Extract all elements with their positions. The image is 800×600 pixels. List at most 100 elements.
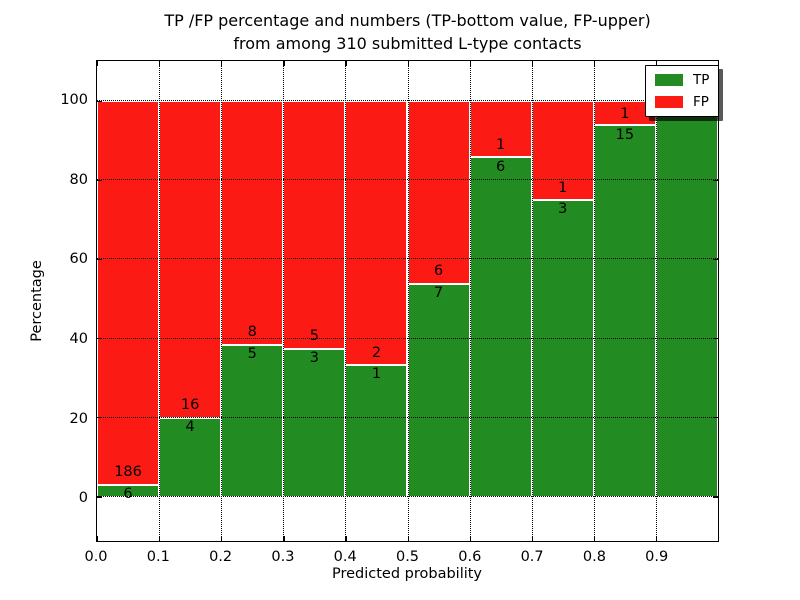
chart-title-line1: TP /FP percentage and numbers (TP-bottom… <box>164 11 651 30</box>
y-tick-mark <box>97 337 102 340</box>
y-tick-mark <box>97 179 102 181</box>
y-axis-label: Percentage <box>29 260 45 342</box>
bar-segment-fp <box>97 100 160 485</box>
bar-label-tp: 4 <box>185 419 195 436</box>
bar-segment-tp <box>531 199 594 498</box>
legend-item-fp: FP <box>655 95 709 109</box>
bar-segment-tp <box>221 344 284 498</box>
bar-label-tp: 3 <box>309 349 319 366</box>
bar-segment-tp <box>283 348 346 498</box>
x-tick-mark <box>345 61 347 66</box>
x-tick-label: 0.8 <box>582 549 606 565</box>
x-axis-label: Predicted probability <box>331 566 483 582</box>
x-tick-mark <box>97 61 99 66</box>
x-tick-label: 0.7 <box>520 549 544 565</box>
y-tick-label: 100 <box>60 91 88 108</box>
gridline-vertical <box>159 61 161 541</box>
bar-segment-fp <box>469 100 532 158</box>
x-tick-label: 0.9 <box>645 549 669 565</box>
gridline-vertical <box>345 61 347 541</box>
bar-label-fp: 2 <box>371 344 382 361</box>
bar-label-fp: 6 <box>433 263 444 280</box>
bar-segment-fp <box>531 100 594 200</box>
gridline-vertical <box>593 61 595 541</box>
x-tick-mark <box>159 61 161 66</box>
bar-label-fp: 5 <box>309 328 319 345</box>
gridline-vertical <box>407 61 409 541</box>
bar-label-tp: 15 <box>615 127 635 144</box>
x-tick-mark <box>407 61 409 66</box>
x-tick-label: 0.5 <box>395 549 420 565</box>
legend-swatch-fp <box>655 96 683 108</box>
y-tick-mark <box>97 496 102 498</box>
legend-swatch-tp <box>655 74 683 86</box>
bar-segment-tp <box>593 125 656 498</box>
chart-title: TP /FP percentage and numbers (TP-bottom… <box>96 9 719 55</box>
bar-label-fp: 186 <box>114 464 142 481</box>
bar-label-tp: 5 <box>247 346 257 363</box>
x-tick-mark <box>221 536 223 541</box>
gridline-vertical <box>283 61 285 541</box>
x-tick-label: 0.1 <box>146 549 170 565</box>
bar-label-tp: 7 <box>433 285 444 302</box>
x-tick-mark <box>531 536 533 541</box>
x-tick-mark <box>469 61 471 66</box>
legend-item-tp: TP <box>655 73 709 87</box>
gridline-vertical <box>469 61 471 541</box>
x-tick-mark <box>593 536 596 541</box>
y-tick-label: 80 <box>69 171 88 188</box>
x-tick-mark <box>718 536 720 541</box>
x-tick-mark <box>407 536 409 541</box>
bar-segment-fp <box>345 100 408 366</box>
bar-label-tp: 6 <box>496 159 506 176</box>
bar-label-fp: 1 <box>558 179 568 196</box>
bar-segment-fp <box>407 100 470 284</box>
x-tick-label: 0.4 <box>333 549 357 565</box>
y-tick-label: 60 <box>69 251 88 268</box>
gridline-vertical <box>531 61 533 541</box>
x-tick-label: 0.3 <box>271 549 295 565</box>
legend-label: TP <box>693 72 710 88</box>
y-tick-mark <box>97 417 102 419</box>
x-tick-mark <box>718 61 720 66</box>
bar-segment-tp <box>655 100 718 498</box>
y-tick-label: 20 <box>69 410 88 427</box>
x-tick-mark <box>531 61 533 66</box>
y-tick-mark <box>713 258 718 261</box>
bar-label-fp: 1 <box>620 105 630 122</box>
gridline-vertical <box>221 61 223 541</box>
x-tick-mark <box>469 536 471 541</box>
bar-label-tp: 3 <box>558 201 568 218</box>
bar-segment-fp <box>159 100 222 419</box>
x-tick-mark <box>345 536 347 541</box>
x-tick-label: 0.6 <box>458 549 482 565</box>
bar-label-fp: 16 <box>180 397 200 414</box>
y-tick-mark <box>713 179 718 181</box>
bar-label-fp: 8 <box>247 324 257 341</box>
x-tick-mark <box>655 536 658 541</box>
x-tick-mark <box>221 61 223 66</box>
y-tick-mark <box>713 496 718 498</box>
x-tick-label: 0.2 <box>209 549 233 565</box>
y-tick-label: 0 <box>78 490 88 507</box>
y-tick-mark <box>713 417 718 419</box>
y-tick-mark <box>97 258 102 261</box>
legend-label: FP <box>693 94 709 110</box>
x-tick-mark <box>97 536 99 541</box>
chart-title-line2: from among 310 submitted L-type contacts <box>233 34 582 53</box>
bar-label-tp: 6 <box>123 485 133 502</box>
y-tick-mark <box>97 100 102 102</box>
bar-label-tp: 1 <box>371 366 382 383</box>
x-tick-mark <box>283 61 285 66</box>
bar-segment-tp <box>345 365 408 498</box>
legend: TP FP <box>645 65 720 117</box>
x-tick-label: 0.0 <box>84 549 108 565</box>
bar-segment-fp <box>283 100 346 349</box>
bar-segment-fp <box>221 100 284 345</box>
bar-label-fp: 1 <box>496 137 506 154</box>
x-tick-mark <box>655 61 658 66</box>
plot-area: 186616485532167161311534 <box>96 60 720 542</box>
x-tick-mark <box>283 536 285 541</box>
bar-segment-tp <box>407 283 470 498</box>
x-tick-mark <box>593 61 596 66</box>
